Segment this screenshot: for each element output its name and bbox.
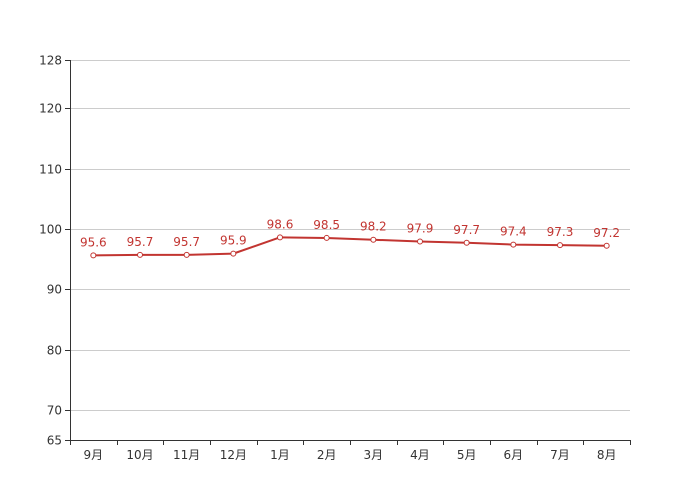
data-point (603, 242, 610, 249)
x-axis-ticks: 9月 10月 11月 12月 1月 2月 3月 4月 5月 6月 7月 8月 (70, 440, 631, 462)
data-point (417, 238, 423, 245)
data-label: 97.2 (593, 226, 620, 240)
data-label: 97.3 (547, 225, 574, 239)
data-points (90, 234, 610, 259)
data-label: 95.6 (80, 235, 107, 249)
x-tick-label: 9月 (84, 448, 104, 462)
data-point (557, 242, 563, 249)
data-point (463, 239, 470, 246)
x-tick-label: 12月 (220, 448, 247, 462)
data-label: 98.5 (313, 218, 340, 232)
data-point (510, 241, 517, 248)
x-tick-label: 10月 (126, 448, 153, 462)
axes (70, 60, 630, 441)
data-point (90, 252, 97, 259)
x-tick-label: 1月 (270, 448, 290, 462)
x-tick-label: 8月 (597, 448, 617, 462)
y-tick-label: 100 (39, 223, 62, 237)
x-tick-label: 11月 (173, 448, 200, 462)
x-tick-label: 6月 (504, 448, 524, 462)
x-tick-label: 3月 (364, 448, 384, 462)
y-tick-label: 128 (39, 54, 62, 68)
data-label: 95.9 (220, 234, 247, 248)
y-tick-label: 80 (47, 344, 62, 358)
data-label: 98.2 (360, 220, 387, 234)
x-tick-label: 2月 (317, 448, 337, 462)
data-point (277, 234, 283, 241)
grid-lines (70, 60, 630, 411)
data-label: 97.9 (407, 222, 434, 236)
y-tick-label: 70 (47, 404, 62, 418)
x-tick-label: 7月 (550, 448, 570, 462)
data-label: 98.6 (267, 217, 294, 231)
data-label: 95.7 (127, 235, 154, 249)
y-axis-ticks: 65 70 80 90 100 110 120 128 (39, 54, 70, 448)
data-point (183, 251, 190, 258)
series-line-layer (93, 236, 607, 257)
data-label: 97.4 (500, 225, 527, 239)
data-label: 95.7 (173, 235, 200, 249)
y-tick-label: 120 (39, 102, 62, 116)
data-label: 97.7 (453, 223, 480, 237)
data-point (137, 251, 143, 258)
y-tick-label: 90 (47, 283, 62, 297)
data-point (323, 234, 330, 241)
data-point (230, 250, 237, 257)
data-point (370, 236, 377, 243)
y-tick-label: 65 (47, 434, 62, 448)
series-line (93, 236, 607, 257)
x-tick-label: 4月 (410, 448, 430, 462)
x-tick-label: 5月 (457, 448, 477, 462)
y-tick-label: 110 (39, 163, 62, 177)
data-labels: 95.6 95.7 95.7 95.9 98.6 98.5 98.2 97.9 97.7 97.4… (80, 217, 620, 249)
